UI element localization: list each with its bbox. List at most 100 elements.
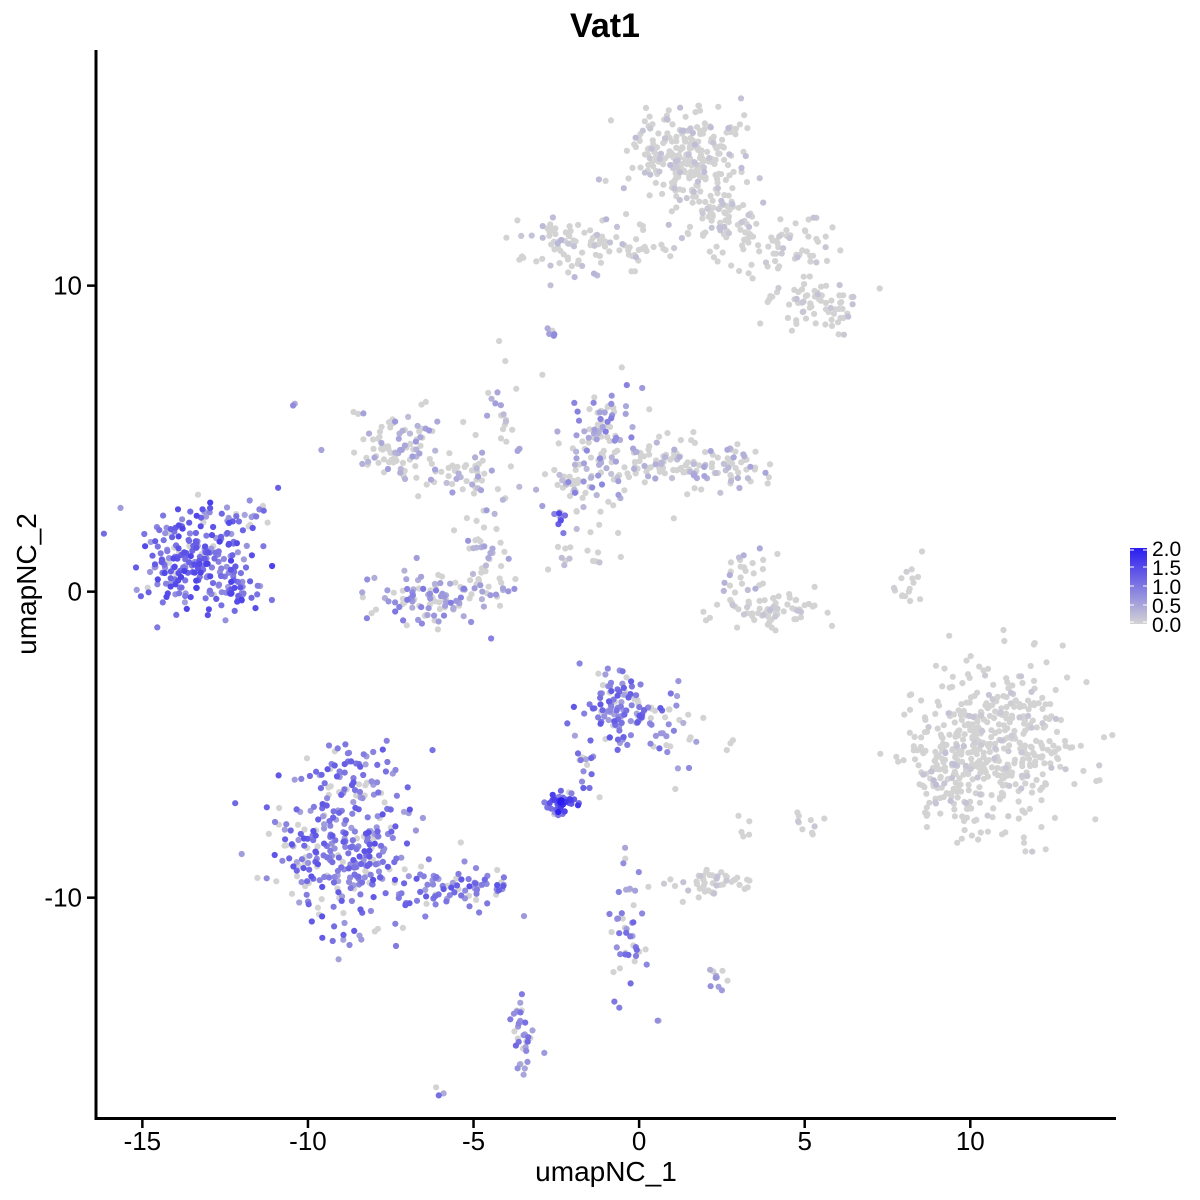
cell-point (533, 486, 540, 493)
cell-point (253, 513, 260, 520)
cell-point (974, 689, 981, 696)
cell-point (182, 593, 189, 600)
cell-point (1041, 760, 1048, 767)
cell-point (665, 221, 672, 228)
cell-point (468, 618, 475, 626)
cell-point (780, 608, 787, 615)
cell-point (893, 753, 900, 760)
cell-point (620, 684, 628, 692)
cell-point (503, 438, 510, 445)
cell-point (1026, 805, 1033, 813)
cell-point (498, 579, 505, 586)
cell-point (413, 897, 421, 904)
cell-point (840, 331, 848, 338)
cell-point (1020, 730, 1027, 737)
cell-point (619, 241, 626, 248)
cell-point (541, 799, 548, 806)
cell-point (633, 692, 640, 699)
cell-point (954, 756, 961, 764)
cell-point (1042, 701, 1049, 708)
cell-point (793, 317, 800, 324)
cell-point (581, 710, 588, 717)
cell-point (342, 843, 349, 851)
cell-point (318, 771, 325, 778)
cell-point (173, 611, 180, 619)
cell-point (485, 389, 492, 396)
cell-point (813, 259, 820, 266)
cell-point (964, 671, 972, 678)
cell-point (393, 792, 400, 799)
cell-point (492, 591, 500, 598)
cell-point (775, 593, 782, 600)
cell-point (516, 483, 523, 490)
cell-point (384, 758, 391, 766)
cell-point (624, 741, 631, 749)
cell-point (692, 109, 699, 116)
cell-point (760, 612, 767, 619)
cell-point (1092, 816, 1099, 823)
cell-point (742, 153, 749, 160)
cell-point (167, 568, 174, 575)
cell-point (378, 445, 385, 452)
cell-point (1026, 755, 1033, 763)
cell-point (616, 965, 624, 972)
cell-point (484, 900, 491, 907)
cell-point (325, 784, 332, 791)
cell-point (961, 722, 968, 729)
cell-point (1001, 637, 1008, 645)
cell-point (336, 768, 343, 775)
cell-point (662, 247, 669, 254)
cell-point (202, 543, 209, 550)
cell-point (977, 769, 984, 777)
cell-point (714, 185, 722, 192)
cell-point (474, 536, 482, 543)
cell-point (616, 727, 623, 734)
cell-point (423, 900, 430, 907)
cell-point (627, 933, 634, 940)
cell-point (691, 485, 698, 492)
cell-point (914, 573, 922, 581)
cell-point (966, 699, 973, 706)
cell-point (646, 192, 653, 199)
cell-point (902, 593, 909, 600)
cell-point (725, 464, 732, 471)
cell-point (1021, 717, 1028, 724)
cell-point (159, 599, 166, 606)
cell-point (178, 584, 185, 591)
cell-point (588, 755, 595, 762)
cell-point (726, 582, 734, 589)
cell-point (802, 315, 810, 322)
cell-point (418, 863, 425, 870)
cell-point (975, 764, 982, 771)
cell-point (721, 192, 728, 199)
cell-point (610, 502, 617, 509)
cell-point (985, 757, 992, 764)
color-legend: 2.01.51.00.50.0 (1130, 538, 1181, 637)
cell-point (721, 210, 729, 217)
cell-point (691, 159, 698, 166)
cell-point (381, 799, 388, 806)
cell-point (732, 465, 739, 472)
cell-point (163, 593, 170, 601)
cell-point (702, 449, 709, 456)
cell-point (546, 228, 553, 235)
cell-point (1011, 727, 1018, 735)
cell-point (838, 299, 845, 306)
cell-point (499, 496, 506, 503)
x-tick-label: 10 (956, 1126, 985, 1156)
y-tick-label: -10 (44, 883, 82, 913)
cell-point (338, 864, 345, 871)
cell-point (192, 538, 199, 545)
cell-point (685, 887, 692, 894)
cell-point (628, 268, 635, 275)
cell-point (793, 616, 800, 623)
cell-point (288, 890, 296, 897)
cell-point (329, 937, 336, 945)
cell-point (442, 602, 449, 609)
cell-point (473, 886, 480, 894)
cell-point (593, 492, 600, 499)
cell-point (752, 585, 759, 592)
cell-point (942, 749, 949, 757)
cell-point (170, 555, 177, 562)
